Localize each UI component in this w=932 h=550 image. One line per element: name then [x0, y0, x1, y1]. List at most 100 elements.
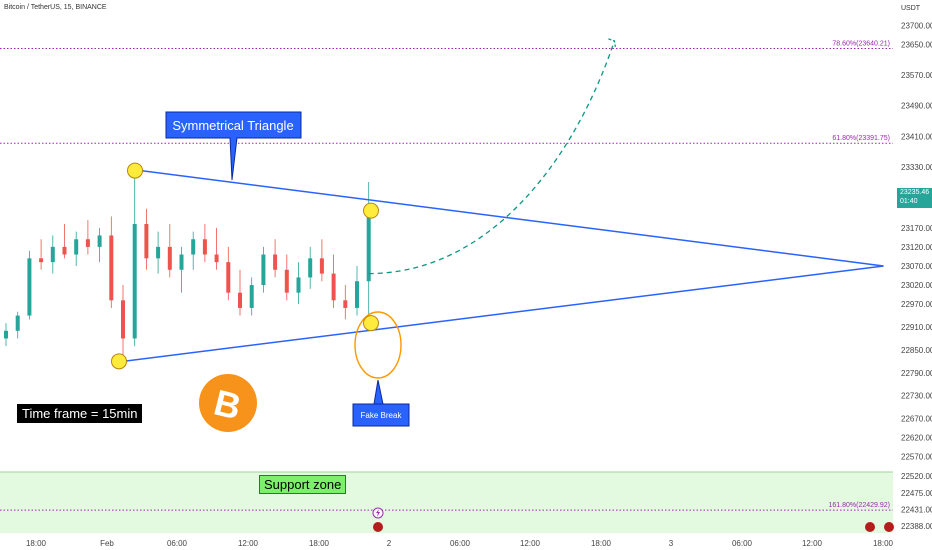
fib-level-label: 61.80%(23391.75): [832, 135, 890, 142]
price-tick-label: 22520.00: [901, 472, 932, 481]
price-tick-label: 22790.00: [901, 369, 932, 378]
price-tick-label: 22475.00: [901, 489, 932, 498]
highlighted-point: [363, 202, 379, 219]
time-tick-label: 06:00: [450, 539, 471, 548]
price-tick-label: 23650.00: [901, 41, 932, 50]
projection-arrowhead: [608, 38, 617, 47]
price-tick-label: 23070.00: [901, 262, 932, 271]
time-tick-label: 2: [387, 539, 392, 548]
candle-body: [308, 258, 313, 278]
symmetrical-triangle-callout: Symmetrical Triangle: [165, 111, 302, 181]
triangle-upper-line[interactable]: [140, 169, 884, 267]
us-flag-icon: [373, 522, 383, 532]
current-price: 23235.46: [900, 189, 930, 196]
price-tick-label: 22388.00: [901, 522, 932, 531]
time-tick-label: 12:00: [238, 539, 259, 548]
candle-body: [85, 239, 90, 247]
price-tick-label: 22850.00: [901, 346, 932, 355]
fib-level-label: 78.60%(23640.21): [832, 40, 890, 47]
price-tick-label: 22910.00: [901, 323, 932, 332]
price-tick-label: 23570.00: [901, 71, 932, 80]
candle-body: [167, 246, 172, 270]
time-tick-label: 06:00: [732, 539, 753, 548]
candle-body: [50, 246, 55, 263]
candle-body: [97, 235, 102, 247]
symmetrical-triangle-drawing[interactable]: [122, 169, 884, 363]
price-tick-label: 22431.00: [901, 506, 932, 515]
event-icons[interactable]: [372, 507, 894, 532]
candle-body: [15, 315, 20, 331]
candle-body: [296, 277, 301, 293]
bitcoin-logo-icon: B: [199, 374, 257, 432]
price-tick-label: 22970.00: [901, 300, 932, 309]
price-axis[interactable]: 23700.00 23650.00 23570.00 23490.00 23410.00…: [901, 22, 932, 532]
candle-body: [202, 239, 207, 255]
price-tick-label: 23700.00: [901, 22, 932, 31]
candle-body: [249, 285, 254, 308]
candle-body: [238, 292, 242, 308]
candle-body: [74, 239, 79, 255]
candle-body: [226, 262, 231, 293]
candle-body: [319, 258, 324, 274]
candle-body: [27, 258, 32, 316]
price-tick-label: 22670.00: [901, 415, 932, 424]
time-tick-label: 18:00: [309, 539, 330, 548]
candle-body: [191, 239, 196, 255]
currency-label: USDT: [901, 5, 921, 12]
candle-body: [62, 246, 67, 255]
fib-level-label: 161.80%(22429.92): [829, 502, 891, 509]
price-tick-label: 22620.00: [901, 434, 932, 443]
price-tick-label: 23020.00: [901, 281, 932, 290]
us-flag-icon: [884, 522, 894, 532]
candle-body: [261, 254, 266, 286]
us-flag-icon: [865, 522, 875, 532]
candle-body: [109, 235, 114, 301]
candle-body: [144, 224, 149, 259]
time-tick-label: 18:00: [873, 539, 894, 548]
time-tick-label: Feb: [100, 539, 114, 548]
candle-body: [331, 273, 336, 301]
candle-body: [132, 224, 137, 339]
candle-body: [179, 254, 184, 270]
price-tick-label: 23120.00: [901, 243, 932, 252]
highlighted-points: [111, 162, 379, 370]
price-tick-label: 23170.00: [901, 224, 932, 233]
time-tick-label: 18:00: [591, 539, 612, 548]
candle-body: [156, 246, 161, 259]
candle-body: [273, 254, 278, 270]
candle-body: [4, 330, 8, 339]
projection-dashed-arc: [368, 40, 616, 275]
fake-break-ellipse: [354, 311, 402, 379]
candle-body: [284, 269, 289, 293]
time-tick-label: 12:00: [520, 539, 541, 548]
time-tick-label: 18:00: [26, 539, 47, 548]
price-tick-label: 23410.00: [901, 132, 932, 141]
candle-body: [214, 254, 219, 263]
candle-body: [355, 281, 359, 308]
price-tick-label: 23490.00: [901, 102, 932, 111]
fake-break-callout: Fake Break: [352, 379, 410, 427]
time-tick-label: 3: [669, 539, 674, 548]
support-zone: [0, 471, 893, 533]
candle-body: [39, 258, 44, 263]
time-frame-label: Time frame = 15min: [17, 404, 143, 423]
candle-body: [121, 300, 125, 339]
support-zone-label: Support zone: [259, 475, 347, 494]
fake-break-label: Fake Break: [361, 411, 403, 420]
current-price-badge: 23235.46 01:40: [897, 188, 932, 208]
candlestick-series: [4, 166, 371, 362]
symmetrical-triangle-label: Symmetrical Triangle: [172, 118, 293, 133]
fib-level-group: 78.60%(23640.21) 61.80%(23391.75) 161.80%(…: [0, 40, 893, 511]
chart-title: Bitcoin / TetherUS, 15, BINANCE: [4, 4, 107, 11]
time-tick-label: 06:00: [167, 539, 188, 548]
highlighted-point: [127, 162, 143, 179]
price-tick-label: 23330.00: [901, 163, 932, 172]
highlighted-point: [363, 315, 379, 332]
time-tick-label: 12:00: [802, 539, 823, 548]
price-tick-label: 22570.00: [901, 453, 932, 462]
triangle-lower-line[interactable]: [122, 265, 884, 363]
highlighted-point: [111, 353, 127, 370]
candle-body: [343, 300, 348, 308]
time-axis[interactable]: 18:00 Feb 06:00 12:00 18:00 2 06:00 12:00 18:00 3…: [26, 539, 894, 548]
